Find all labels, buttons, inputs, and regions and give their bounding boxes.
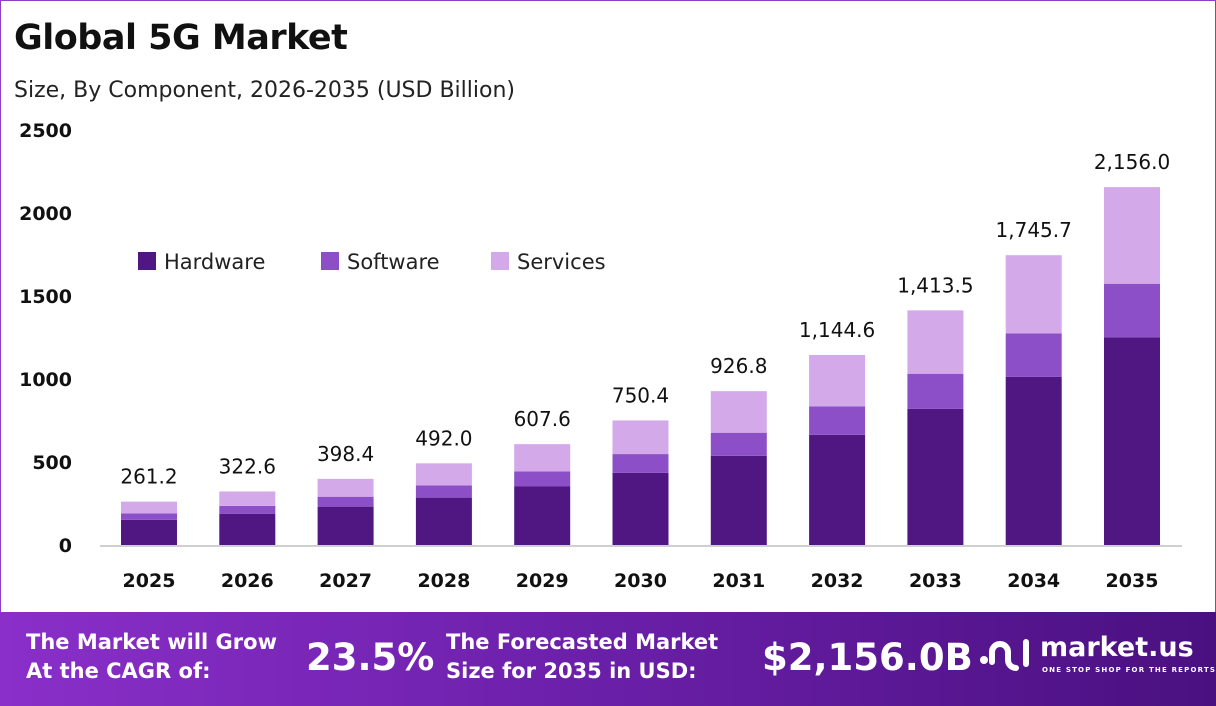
bar-software-2030 [612,454,669,473]
bar-software-2025 [121,513,177,520]
x-tick-label: 2035 [1106,570,1159,592]
total-label: 492.0 [415,426,472,450]
total-label: 607.6 [514,407,571,431]
total-label: 1,413.5 [897,273,973,297]
bar-software-2028 [415,485,472,498]
x-tick-label: 2033 [909,570,962,592]
x-tick-label: 2025 [123,570,176,592]
cagr-label-line1: The Market will Grow [26,630,277,654]
bar-software-2027 [317,496,374,507]
bar-hardware-2027 [317,506,374,545]
bar-hardware-2031 [710,455,767,545]
bar-services-2026 [219,491,276,506]
bar-hardware-2034 [1005,376,1062,545]
y-tick-label: 1500 [19,286,72,308]
forecast-label-line2: Size for 2035 in USD: [446,659,697,683]
total-label: 322.6 [219,454,276,478]
legend-label-hardware: Hardware [164,250,265,274]
bar-software-2026 [219,505,276,514]
bar-services-2030 [612,420,669,455]
bar-software-2035 [1104,283,1160,338]
x-tick-label: 2028 [417,570,470,592]
x-tick-label: 2032 [811,570,864,592]
bar-software-2033 [907,373,964,409]
bar-services-2031 [710,391,767,433]
forecast-label-line1: The Forecasted Market [446,630,719,654]
bar-hardware-2028 [415,497,472,545]
x-tick-label: 2027 [319,570,372,592]
summary-banner: The Market will Grow At the CAGR of: 23.… [0,612,1216,706]
bar-software-2029 [514,471,571,487]
x-tick-label: 2030 [614,570,667,592]
x-tick-label: 2026 [221,570,274,592]
cagr-value: 23.5% [306,636,435,679]
bar-services-2032 [809,354,866,407]
logo-tagline: ONE STOP SHOP FOR THE REPORTS [1042,666,1216,674]
y-tick-label: 0 [59,535,72,557]
bar-services-2027 [317,478,374,497]
legend-swatch-hardware [138,252,156,270]
stacked-bar-chart: 0 500 1000 1500 2000 2500 261.2 2025 322.6 2026 39… [19,120,1182,592]
x-tick-label: 2034 [1007,570,1060,592]
legend-swatch-services [491,252,509,270]
logo-mark-icon [980,639,1029,671]
bar-services-2033 [907,310,964,374]
legend-label-software: Software [347,250,440,274]
y-tick-label: 500 [32,452,72,474]
legend-label-services: Services [517,250,606,274]
total-label: 398.4 [317,442,374,466]
cagr-label-line2: At the CAGR of: [26,659,211,683]
total-label: 261.2 [120,465,177,489]
bar-software-2032 [809,406,866,435]
total-label: 1,745.7 [996,218,1072,242]
y-tick-label: 2000 [19,203,72,225]
bar-hardware-2032 [809,434,866,545]
bar-services-2025 [121,501,177,514]
bar-hardware-2030 [612,472,669,545]
chart-subtitle: Size, By Component, 2026-2035 (USD Billi… [14,78,515,103]
y-tick-label: 1000 [19,369,72,391]
logo-text: market.us [1040,632,1194,663]
total-label: 750.4 [612,383,669,407]
bar-hardware-2035 [1104,337,1160,545]
bar-services-2029 [514,444,571,472]
chart-title: Global 5G Market [14,18,348,58]
bar-services-2034 [1005,255,1062,334]
legend-swatch-software [321,252,339,270]
bar-services-2028 [415,463,472,486]
x-tick-label: 2029 [516,570,569,592]
bar-software-2031 [710,432,767,456]
bar-software-2034 [1005,333,1062,377]
x-tick-label: 2031 [712,570,765,592]
bar-hardware-2029 [514,486,571,545]
bar-hardware-2033 [907,408,964,545]
bar-hardware-2025 [121,519,177,545]
y-tick-label: 2500 [19,120,72,142]
forecast-value: $2,156.0B [762,636,973,679]
bar-hardware-2026 [219,513,276,545]
total-label: 926.8 [710,354,767,378]
bar-services-2035 [1104,187,1160,284]
total-label: 1,144.6 [799,318,875,342]
total-label: 2,156.0 [1094,150,1170,174]
